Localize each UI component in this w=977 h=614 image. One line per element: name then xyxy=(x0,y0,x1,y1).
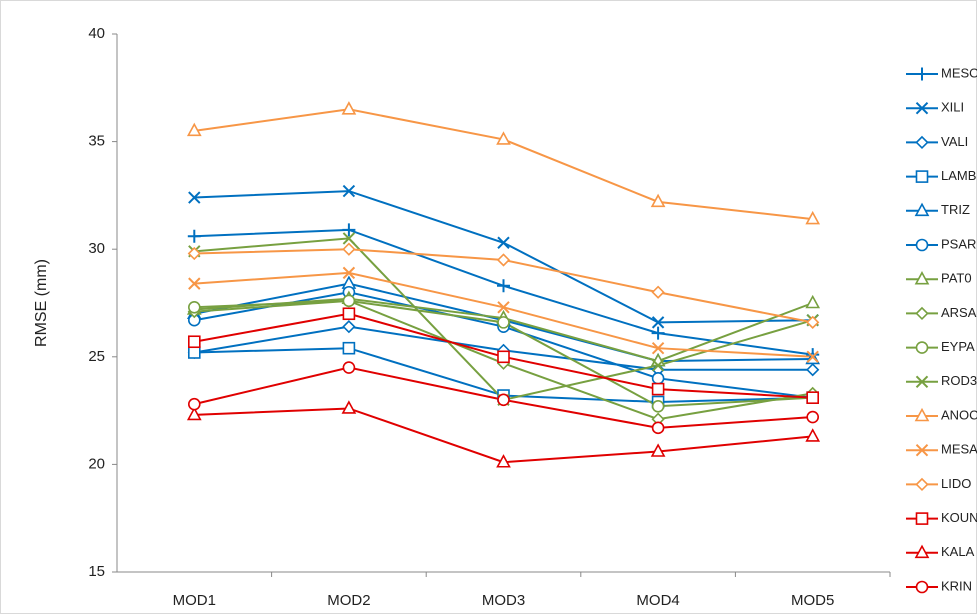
marker xyxy=(341,400,357,414)
marker xyxy=(806,363,820,377)
legend-marker xyxy=(915,306,929,321)
marker xyxy=(186,406,202,421)
marker xyxy=(497,279,510,293)
y-tick-label: 20 xyxy=(88,455,105,472)
marker xyxy=(188,397,201,411)
x-tick-label: MOD1 xyxy=(173,592,216,609)
legend-label: LIDO xyxy=(941,476,971,491)
legend-marker xyxy=(915,135,929,150)
legend-marker xyxy=(914,407,930,422)
marker xyxy=(497,393,510,407)
legend-marker xyxy=(915,375,929,389)
marker xyxy=(187,246,201,261)
marker xyxy=(651,372,665,385)
marker xyxy=(342,294,356,308)
y-tick-label: 25 xyxy=(88,348,105,365)
marker xyxy=(341,101,357,115)
x-tick-label: MOD4 xyxy=(636,592,679,609)
marker xyxy=(805,428,821,442)
marker xyxy=(342,184,356,198)
marker xyxy=(187,229,201,243)
marker xyxy=(497,301,510,314)
x-tick-label: MOD2 xyxy=(327,592,370,609)
marker xyxy=(806,350,819,364)
legend-marker xyxy=(915,67,929,81)
marker xyxy=(651,399,665,413)
marker xyxy=(805,210,821,225)
y-axis-title: RMSE (mm) xyxy=(33,259,50,347)
legend-label: VALI xyxy=(941,134,968,149)
marker xyxy=(342,320,356,334)
marker xyxy=(651,285,665,299)
marker xyxy=(651,359,665,372)
marker xyxy=(188,301,201,314)
legend-label: KALA xyxy=(941,544,975,559)
marker xyxy=(342,223,356,237)
legend-label: LAMB xyxy=(941,168,976,183)
marker xyxy=(806,410,820,424)
marker xyxy=(188,335,201,349)
legend-label: MESO xyxy=(941,65,977,80)
marker xyxy=(651,316,665,329)
x-tick-label: MOD5 xyxy=(791,592,834,609)
legend-label: ARSA xyxy=(941,305,977,320)
marker xyxy=(342,341,356,355)
legend-marker xyxy=(915,512,929,525)
legend-marker xyxy=(915,580,929,594)
marker xyxy=(342,361,356,374)
legend-label: ANOC xyxy=(941,407,977,422)
legend-marker xyxy=(914,271,930,285)
y-tick-label: 15 xyxy=(88,563,105,580)
legend-marker xyxy=(915,477,929,492)
legend-label: KOUN xyxy=(941,510,977,525)
y-tick-label: 30 xyxy=(88,240,105,257)
legend-marker xyxy=(915,101,929,115)
legend-label: TRIZ xyxy=(941,202,970,217)
marker xyxy=(651,341,665,355)
marker xyxy=(497,316,510,329)
legend-marker xyxy=(915,238,929,252)
marker xyxy=(342,266,356,280)
marker xyxy=(496,131,511,145)
x-tick-label: MOD3 xyxy=(482,592,525,609)
marker xyxy=(497,236,510,249)
marker xyxy=(342,307,356,321)
marker xyxy=(651,326,665,340)
marker xyxy=(496,253,511,267)
marker xyxy=(496,454,511,468)
legend-marker xyxy=(915,341,929,354)
marker xyxy=(188,191,201,204)
y-tick-label: 35 xyxy=(88,133,105,150)
marker xyxy=(650,443,666,457)
legend-label: MESA xyxy=(941,442,977,457)
marker xyxy=(651,382,665,396)
marker xyxy=(497,350,510,364)
legend-label: KRIN xyxy=(941,578,972,593)
marker xyxy=(650,193,666,208)
legend-marker xyxy=(915,443,929,457)
marker xyxy=(651,421,665,435)
marker xyxy=(806,315,820,329)
marker xyxy=(188,277,201,290)
legend-label: ROD3 xyxy=(941,373,977,388)
marker xyxy=(806,391,820,404)
marker xyxy=(186,122,202,137)
legend-label: PAT0 xyxy=(941,271,972,286)
legend-marker xyxy=(914,544,930,559)
marker xyxy=(805,294,821,309)
legend-marker xyxy=(914,202,930,217)
legend-label: PSAR xyxy=(941,236,976,251)
legend-label: XILI xyxy=(941,100,964,115)
marker xyxy=(342,242,356,256)
y-tick-label: 40 xyxy=(88,25,105,42)
legend-marker xyxy=(915,170,929,183)
legend-label: EYPA xyxy=(941,339,975,354)
marker xyxy=(342,232,356,245)
marker xyxy=(188,346,201,359)
